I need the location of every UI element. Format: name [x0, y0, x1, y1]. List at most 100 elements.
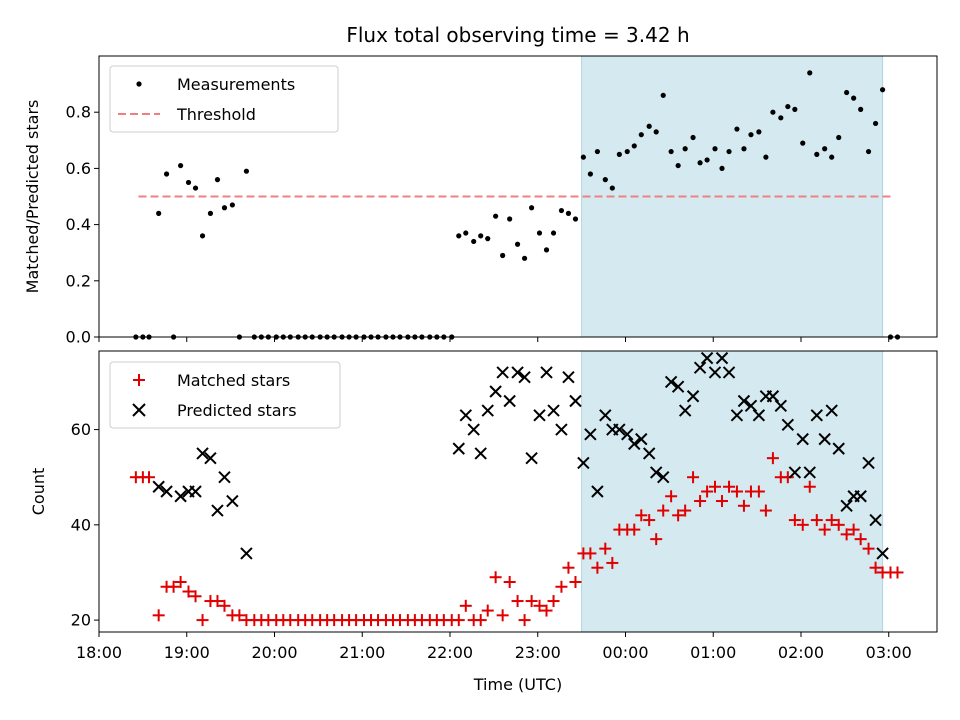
predicted-star-point [722, 366, 736, 379]
measurement-point [872, 120, 879, 127]
top-panel: 0.00.20.40.60.8 Matched/Predicted stars … [23, 55, 938, 347]
matched-star-point [701, 485, 714, 498]
predicted-star-stroke [781, 418, 795, 432]
predicted-star-stroke [796, 432, 809, 446]
predicted-star-point [174, 490, 187, 503]
measurement-point [836, 134, 842, 141]
predicted-star-stroke [678, 404, 692, 417]
legend-matched-marker [133, 374, 145, 386]
predicted-star-point [511, 366, 524, 379]
y-tick-label: 60 [71, 420, 91, 439]
predicted-star-point [196, 447, 209, 460]
measurement-point [807, 70, 813, 76]
matched-star-point [489, 571, 502, 584]
predicted-star-point [693, 361, 707, 374]
predicted-star-point [481, 404, 494, 417]
x-axis-label: Time (UTC) [473, 675, 562, 694]
predicted-star-point [708, 366, 722, 379]
predicted-star-stroke [503, 394, 516, 408]
predicted-star-point [555, 423, 568, 436]
predicted-star-stroke [569, 394, 582, 408]
predicted-star-stroke [664, 375, 678, 389]
predicted-star-point [621, 428, 634, 441]
predicted-star-stroke [621, 428, 634, 441]
matched-star-point [481, 604, 494, 617]
matched-star-point [452, 614, 465, 627]
predicted-star-stroke [613, 423, 626, 436]
measurement-point [653, 129, 659, 135]
predicted-star-stroke [635, 432, 648, 446]
measurement-point [646, 123, 652, 129]
predicted-star-point [577, 456, 590, 470]
measurement-point [741, 146, 747, 152]
measurement-point [192, 185, 199, 191]
predicted-star-point [599, 409, 612, 422]
measurement-point [178, 162, 184, 169]
predicted-star-point [649, 466, 663, 479]
predicted-star-point [459, 409, 472, 422]
measurement-point [851, 95, 857, 101]
predicted-star-point [152, 480, 165, 493]
measurement-point [690, 134, 696, 141]
predicted-star-stroke [686, 390, 700, 403]
matched-star-point [562, 561, 575, 574]
predicted-star-stroke [204, 451, 217, 465]
measurement-point [638, 132, 644, 138]
matched-star-point [599, 542, 612, 555]
predicted-star-point [862, 456, 875, 470]
predicted-star-point [700, 351, 714, 365]
matched-star-point [723, 480, 736, 493]
predicted-star-point [525, 451, 538, 465]
legend-matched-label: Matched stars [177, 371, 290, 390]
measurement-point [770, 109, 776, 115]
measurement-point [471, 238, 477, 245]
predicted-star-stroke [649, 466, 663, 479]
predicted-star-stroke [152, 480, 165, 493]
matched-star-point [869, 561, 882, 574]
matched-star-point [474, 614, 487, 627]
predicted-star-point [832, 442, 845, 455]
predicted-star-stroke [832, 442, 845, 455]
measurement-point [778, 115, 784, 121]
matched-star-point [694, 495, 707, 508]
predicted-star-point [840, 499, 853, 512]
measurement-point [463, 230, 469, 236]
measurement-point [485, 236, 491, 242]
legend-predicted-marker [132, 403, 146, 417]
predicted-star-stroke [525, 451, 538, 465]
measurement-point [493, 213, 499, 219]
measurement-point [822, 146, 828, 152]
matched-star-point [533, 599, 546, 612]
matched-star-point [716, 495, 729, 508]
bottom-x-ticks: 18:00 19:00 20:00 21:00 22:00 23:00 00:00 01:00… [76, 632, 912, 662]
matched-star-point [540, 604, 553, 617]
predicted-star-stroke [869, 513, 882, 527]
measurement-point [521, 255, 528, 261]
matched-star-point [803, 480, 816, 493]
x-tick-label: 00:00 [602, 643, 648, 662]
measurement-point [580, 154, 586, 160]
measurement-point [734, 126, 740, 132]
matched-star-point [665, 490, 678, 503]
top-y-ticks: 0.0 0.2 0.4 0.6 0.8 [66, 103, 99, 347]
predicted-star-stroke [744, 399, 758, 412]
predicted-star-point [671, 380, 685, 393]
predicted-star-stroke [840, 499, 853, 512]
predicted-star-point [467, 423, 480, 436]
predicted-star-stroke [730, 409, 744, 422]
measurement-point [624, 148, 630, 155]
measurement-point [609, 185, 615, 191]
matched-star-point [547, 595, 560, 608]
predicted-star-stroke [818, 432, 831, 446]
matched-star-point [657, 504, 670, 517]
measurement-point [668, 148, 674, 155]
predicted-star-stroke [628, 437, 641, 451]
predicted-star-stroke [766, 390, 780, 403]
y-tick-label: 0.2 [66, 271, 91, 290]
measurement-point [756, 129, 762, 135]
predicted-star-stroke [226, 494, 239, 508]
predicted-star-point [642, 447, 656, 460]
predicted-star-point [803, 466, 816, 479]
predicted-star-point [240, 547, 253, 560]
